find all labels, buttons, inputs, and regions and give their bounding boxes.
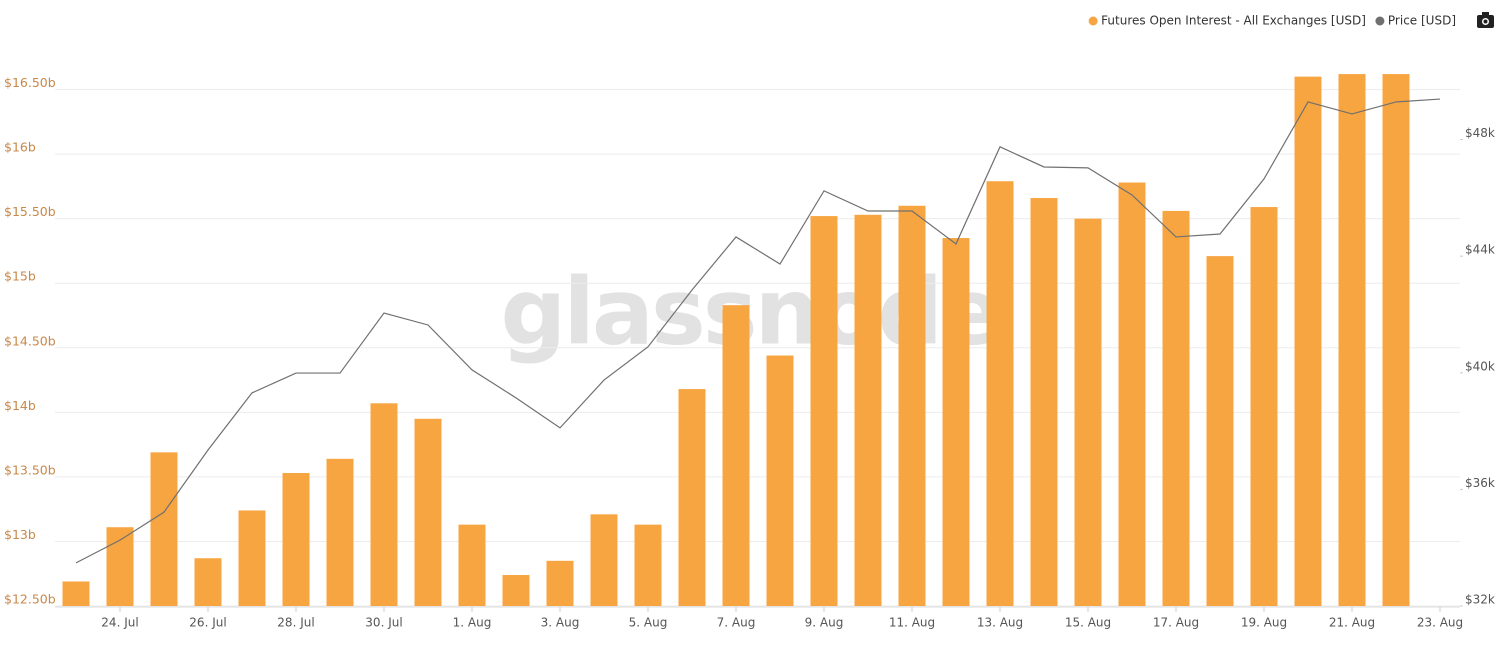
y-tick-label: $15b [4,269,36,284]
bar [942,238,970,607]
x-tick-label: 15. Aug [1065,616,1111,630]
x-tick-label: 19. Aug [1241,616,1287,630]
bar [502,575,530,606]
bar [634,524,662,606]
bar [766,355,794,606]
bar [282,473,310,606]
x-tick-label: 23. Aug [1417,616,1463,630]
x-tick-label: 30. Jul [365,616,402,630]
x-tick-label: 5. Aug [629,616,668,630]
bar [194,558,222,606]
bar [1206,256,1234,606]
bar [854,214,882,606]
y2-tick-label: $32k [1465,593,1495,607]
y-tick-label: $12.50b [4,592,56,607]
legend-marker [1375,16,1385,26]
x-tick-label: 28. Jul [277,616,314,630]
x-tick-label: 17. Aug [1153,616,1199,630]
legend-label: Futures Open Interest - All Exchanges [U… [1101,14,1366,28]
x-tick-label: 9. Aug [805,616,844,630]
y-tick-label: $14b [4,398,36,413]
y-tick-label: $13.50b [4,462,56,477]
y-tick-label: $15.50b [4,204,56,219]
x-tick-label: 7. Aug [717,616,756,630]
y-tick-label: $13b [4,527,36,542]
y-tick-label: $16b [4,140,36,155]
bar [238,510,266,606]
bar [326,458,354,606]
y-tick-label: $16.50b [4,75,56,90]
bar [722,305,750,606]
bar [1294,76,1322,606]
x-tick-label: 11. Aug [889,616,935,630]
x-tick-label: 13. Aug [977,616,1023,630]
legend-marker [1088,16,1098,26]
bar [458,524,486,606]
bar [370,403,398,606]
camera-icon[interactable] [1477,12,1494,28]
bar [678,389,706,606]
bar [62,581,90,606]
bar [590,514,618,606]
x-tick-label: 3. Aug [541,616,580,630]
bar [414,418,442,606]
y2-tick-label: $36k [1465,476,1495,490]
bar [1118,182,1146,606]
bar [1162,210,1190,607]
bar [810,216,838,606]
x-tick-label: 1. Aug [453,616,492,630]
bar [1250,207,1278,606]
bar [1382,74,1410,606]
bar [106,527,134,606]
price-line [75,98,1441,564]
y-tick-label: $14.50b [4,333,56,348]
x-tick-label: 26. Jul [189,616,226,630]
bar [1030,198,1058,606]
bar [898,205,926,606]
bar [1074,218,1102,606]
x-tick-label: 24. Jul [101,616,138,630]
bar [150,452,178,606]
x-tick-label: 21. Aug [1329,616,1375,630]
y2-tick-label: $44k [1465,243,1495,257]
y2-tick-label: $40k [1465,359,1495,373]
legend-label: Price [USD] [1388,14,1456,28]
bar [986,181,1014,607]
y2-tick-label: $48k [1465,126,1495,140]
bar [1338,74,1366,606]
bar [546,560,574,606]
